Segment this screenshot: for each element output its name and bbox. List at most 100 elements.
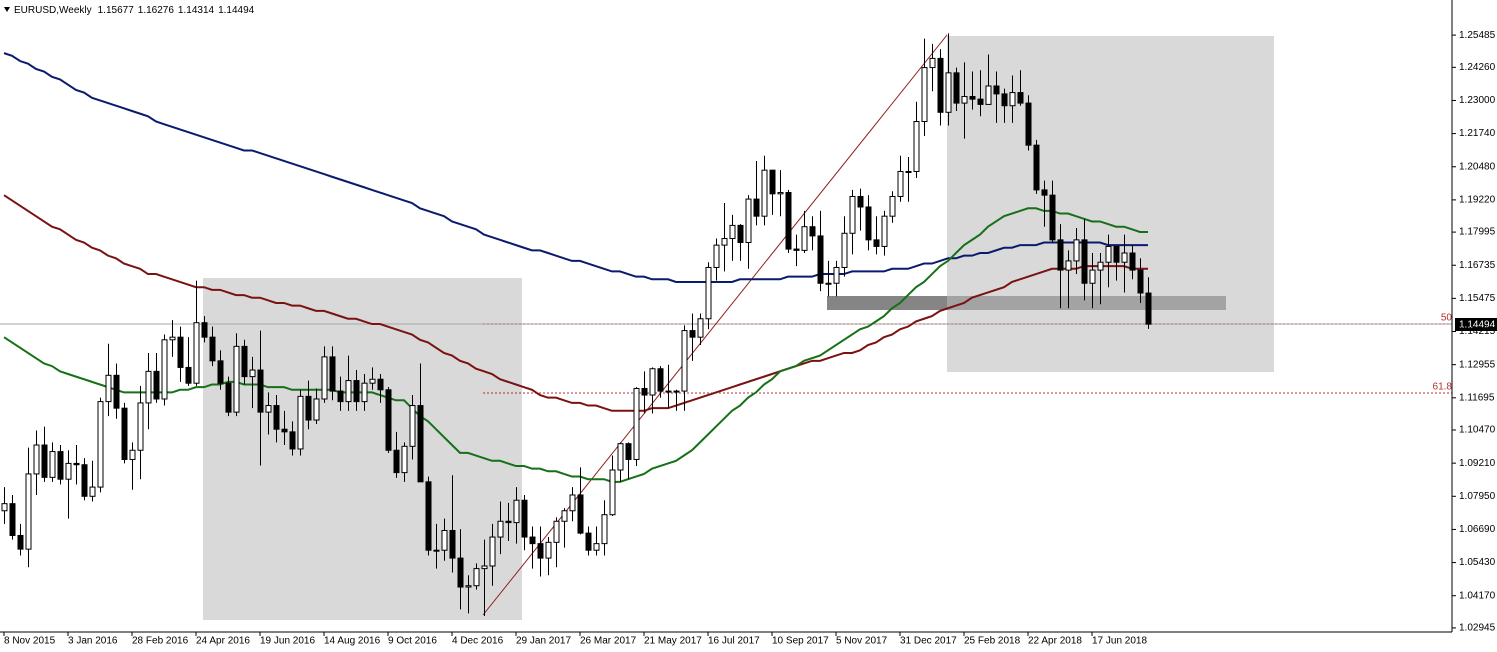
chart-title: EURUSD,Weekly	[14, 5, 92, 16]
candle-body	[625, 443, 632, 460]
y-tick-label: 1.05430	[1459, 557, 1496, 568]
zone-box	[203, 278, 522, 620]
candle-body	[497, 520, 504, 538]
candle-body	[1033, 144, 1040, 191]
candle-body	[521, 499, 528, 538]
x-tick-label: 29 Jan 2017	[516, 636, 571, 647]
x-tick-label: 8 Nov 2015	[4, 636, 56, 647]
candle-body	[753, 198, 760, 217]
candle-body	[1009, 92, 1016, 107]
candle-body	[1017, 92, 1024, 104]
candle-body	[361, 382, 368, 403]
candle-body	[545, 541, 552, 559]
candle-body	[993, 85, 1000, 95]
y-tick-label: 1.21740	[1459, 128, 1496, 139]
candle-body	[529, 536, 536, 545]
candle-body	[865, 206, 872, 241]
candle-body	[609, 469, 616, 516]
candle-body	[209, 336, 216, 362]
y-tick-label: 1.19220	[1459, 195, 1496, 206]
x-tick-label: 21 May 2017	[644, 636, 702, 647]
candle-body	[1105, 245, 1112, 263]
candle-body	[1089, 269, 1096, 284]
candle-body	[961, 96, 968, 104]
candle-body	[217, 360, 224, 384]
candle-body	[329, 356, 336, 392]
x-tick-label: 25 Feb 2018	[964, 636, 1021, 647]
y-tick-label: 1.20480	[1459, 161, 1496, 172]
x-tick-label: 16 Jul 2017	[708, 636, 760, 647]
candle-body	[665, 390, 672, 393]
y-tick-label: 1.17995	[1459, 227, 1496, 238]
candle-body	[393, 449, 400, 474]
y-tick-label: 1.23000	[1459, 95, 1496, 106]
candle-body	[921, 67, 928, 123]
moving-average	[3, 52, 1148, 283]
candle-body	[185, 366, 192, 384]
candle-body	[649, 368, 656, 396]
x-tick-label: 19 Jun 2016	[260, 636, 315, 647]
candle-body	[969, 96, 976, 100]
candle-body	[145, 370, 152, 404]
candle-body	[137, 402, 144, 451]
candle-body	[225, 382, 232, 413]
candle-body	[441, 529, 448, 551]
y-tick-label: 1.09210	[1459, 458, 1496, 469]
y-tick-label: 1.10470	[1459, 425, 1496, 436]
fib-label: 50	[1441, 313, 1453, 324]
candle-body	[617, 443, 624, 471]
candle-body	[937, 57, 944, 113]
candle-body	[833, 266, 840, 284]
candle-body	[1, 503, 8, 512]
candle-body	[985, 85, 992, 105]
x-tick-label: 5 Nov 2017	[836, 636, 888, 647]
candle-body	[881, 215, 888, 247]
candle-body	[697, 318, 704, 338]
candle-body	[1041, 189, 1048, 196]
candle-body	[97, 401, 104, 488]
y-tick-label: 1.02945	[1459, 623, 1496, 634]
candle-body	[201, 322, 208, 338]
candle-body	[121, 407, 128, 460]
candle-body	[841, 232, 848, 268]
candle-body	[681, 330, 688, 392]
candle-body	[745, 198, 752, 243]
fib-label: 61.8	[1433, 382, 1453, 393]
candle-body	[297, 395, 304, 450]
candle-body	[249, 369, 256, 378]
candle-body	[273, 405, 280, 430]
candle-body	[1073, 239, 1080, 262]
y-tick-label: 1.16735	[1459, 260, 1496, 271]
candle-body	[457, 557, 464, 588]
candle-body	[769, 169, 776, 195]
menu-arrow[interactable]	[4, 7, 10, 12]
candle-body	[265, 405, 272, 413]
y-tick-label: 1.04170	[1459, 590, 1496, 601]
candle-body	[721, 238, 728, 246]
candle-body	[785, 192, 792, 250]
candle-body	[465, 585, 472, 588]
candle-body	[353, 380, 360, 403]
support-box	[947, 296, 1226, 310]
candle-body	[105, 374, 112, 403]
candle-body	[305, 395, 312, 421]
candle-body	[41, 444, 48, 478]
candle-body	[1057, 239, 1064, 271]
candle-body	[561, 510, 568, 522]
candle-body	[513, 499, 520, 524]
candle-body	[657, 368, 664, 392]
candle-body	[897, 170, 904, 197]
candle-body	[577, 494, 584, 534]
x-tick-label: 26 Mar 2017	[580, 636, 637, 647]
x-tick-label: 9 Oct 2016	[388, 636, 437, 647]
x-tick-label: 31 Dec 2017	[900, 636, 957, 647]
y-tick-label: 1.07950	[1459, 491, 1496, 502]
trend-line	[482, 34, 948, 616]
candle-body	[777, 192, 784, 195]
x-tick-label: 10 Sep 2017	[772, 636, 829, 647]
candle-body	[585, 532, 592, 551]
candle-body	[313, 398, 320, 421]
candle-body	[593, 543, 600, 551]
candle-body	[241, 345, 248, 378]
